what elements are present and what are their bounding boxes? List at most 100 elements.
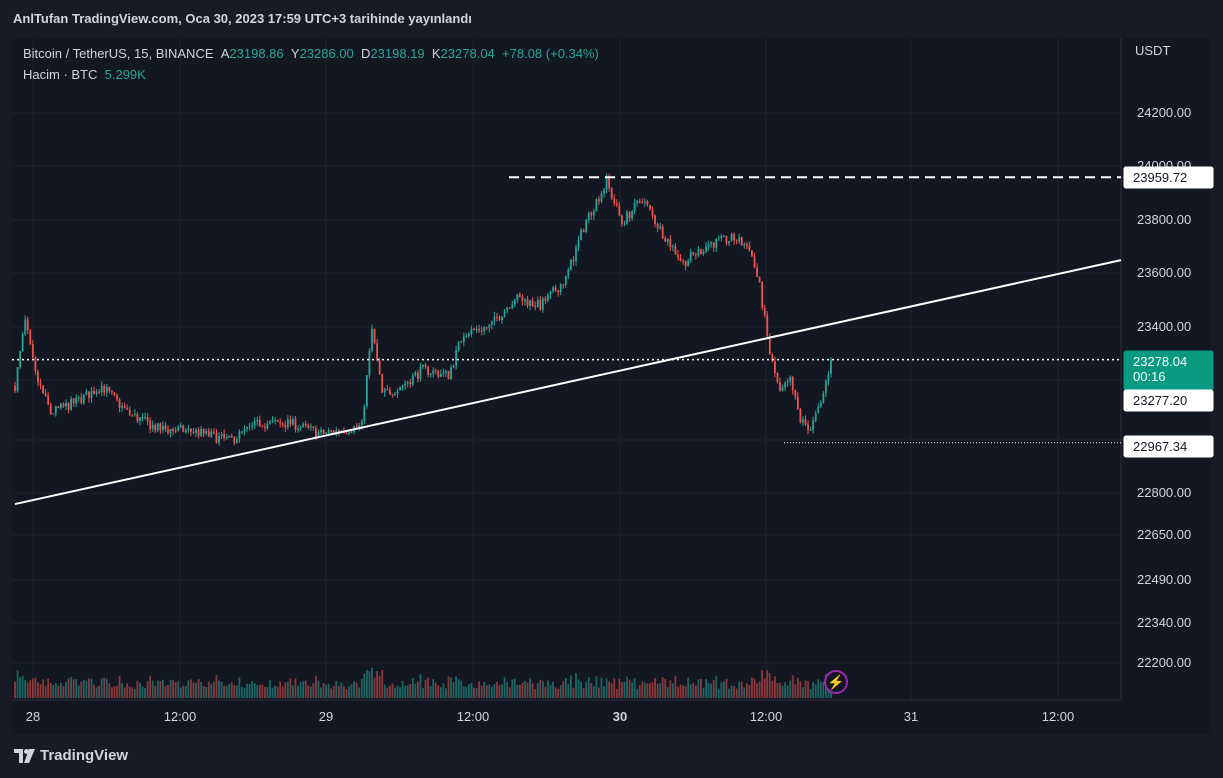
candle-body: [534, 305, 537, 308]
candle-body: [411, 375, 414, 385]
candle-body: [57, 406, 60, 408]
trendline[interactable]: [14, 259, 1122, 506]
candle-body: [350, 432, 353, 434]
volume-bar: [144, 688, 146, 698]
chart-panel[interactable]: [12, 38, 1211, 734]
candle-body: [422, 364, 424, 367]
candle-body: [728, 241, 730, 244]
volume-bar: [799, 681, 802, 698]
candle-body: [266, 423, 269, 429]
candle-body: [605, 177, 608, 190]
candle-body: [480, 330, 483, 332]
volume-bar: [21, 675, 24, 698]
open-label: A: [220, 46, 230, 61]
volume-bar: [786, 685, 789, 698]
candle-body: [139, 417, 141, 422]
volume-bar: [34, 677, 37, 698]
candle-body: [819, 402, 822, 407]
volume-bar: [659, 683, 662, 698]
candle-body: [312, 426, 315, 428]
volume-bar: [784, 682, 786, 698]
volume-bar: [468, 684, 470, 698]
volume-bar: [689, 684, 692, 698]
volume-bar: [381, 669, 384, 698]
volume-bar: [516, 685, 519, 698]
candle-body: [345, 433, 348, 435]
candle-body: [646, 201, 649, 205]
candle-body: [261, 426, 264, 428]
close-value: 23278.04: [440, 46, 495, 61]
volume-bar: [213, 681, 215, 698]
tradingview-logo[interactable]: TradingView: [14, 747, 128, 764]
candle-body: [205, 430, 208, 434]
candle-body: [100, 385, 103, 393]
volume-bar: [455, 676, 458, 698]
volume-bar: [197, 679, 200, 698]
volume-bar: [427, 677, 429, 698]
volume-bar: [580, 681, 582, 698]
candle-body: [348, 432, 350, 434]
candle-body: [394, 393, 396, 396]
candle-body: [304, 423, 307, 426]
volume-bar: [679, 684, 682, 698]
volume-bar: [493, 684, 496, 698]
candle-body: [200, 428, 203, 436]
volume-bar: [159, 681, 162, 698]
candle-body: [154, 424, 157, 431]
volume-bar: [649, 683, 651, 698]
volume-bar: [174, 682, 177, 698]
candle-body: [103, 385, 106, 393]
volume-bar: [297, 685, 299, 698]
candle-body: [621, 215, 623, 224]
volume-bar: [42, 679, 44, 698]
high-marker-label: 23959.72: [1133, 170, 1187, 185]
volume-bar: [411, 678, 414, 698]
candle-body: [519, 294, 521, 298]
volume-bar: [598, 687, 600, 698]
candle-body: [24, 319, 27, 335]
candle-body: [371, 328, 373, 351]
published-caption: AnlTufan TradingView.com, Oca 30, 2023 1…: [13, 11, 472, 26]
candle-body: [34, 357, 37, 372]
candle-body: [585, 219, 588, 232]
candle-body: [14, 385, 16, 392]
volume-bar: [623, 681, 626, 698]
volume-bar: [31, 678, 34, 698]
volume-bar: [394, 687, 396, 698]
candle-body: [735, 240, 738, 242]
volume-bar: [763, 678, 766, 698]
volume-bar: [116, 685, 118, 698]
candle-body: [368, 350, 371, 376]
candle-body: [452, 365, 455, 368]
candle-body: [88, 391, 90, 398]
currency-label[interactable]: USDT: [1135, 43, 1171, 58]
candle-body: [294, 418, 297, 431]
volume-bar: [791, 675, 794, 698]
volume-bar: [541, 680, 544, 698]
candle-body: [105, 387, 108, 393]
candle-body: [274, 420, 276, 422]
high-label: Y: [290, 46, 300, 61]
volume-bar: [631, 682, 633, 698]
candle-body: [286, 419, 289, 428]
volume-bar: [126, 683, 129, 698]
candle-body: [325, 432, 327, 434]
close-label: K: [431, 46, 441, 61]
volume-bar: [807, 681, 809, 698]
volume-bar: [720, 682, 723, 698]
candle-body: [529, 300, 531, 307]
volume-bar: [529, 678, 531, 698]
candle-body: [264, 427, 266, 429]
high-marker-label-box: [1123, 166, 1214, 189]
volume-bar: [256, 685, 259, 698]
candle-body: [730, 234, 733, 242]
candle-body: [572, 259, 575, 262]
candle-body: [136, 413, 139, 422]
volume-bar: [276, 686, 279, 698]
volume-bar: [672, 683, 674, 698]
candle-body: [52, 413, 55, 415]
lightning-icon[interactable]: ⚡: [824, 670, 848, 694]
volume-bar: [577, 679, 580, 698]
volume-bar: [105, 678, 108, 698]
